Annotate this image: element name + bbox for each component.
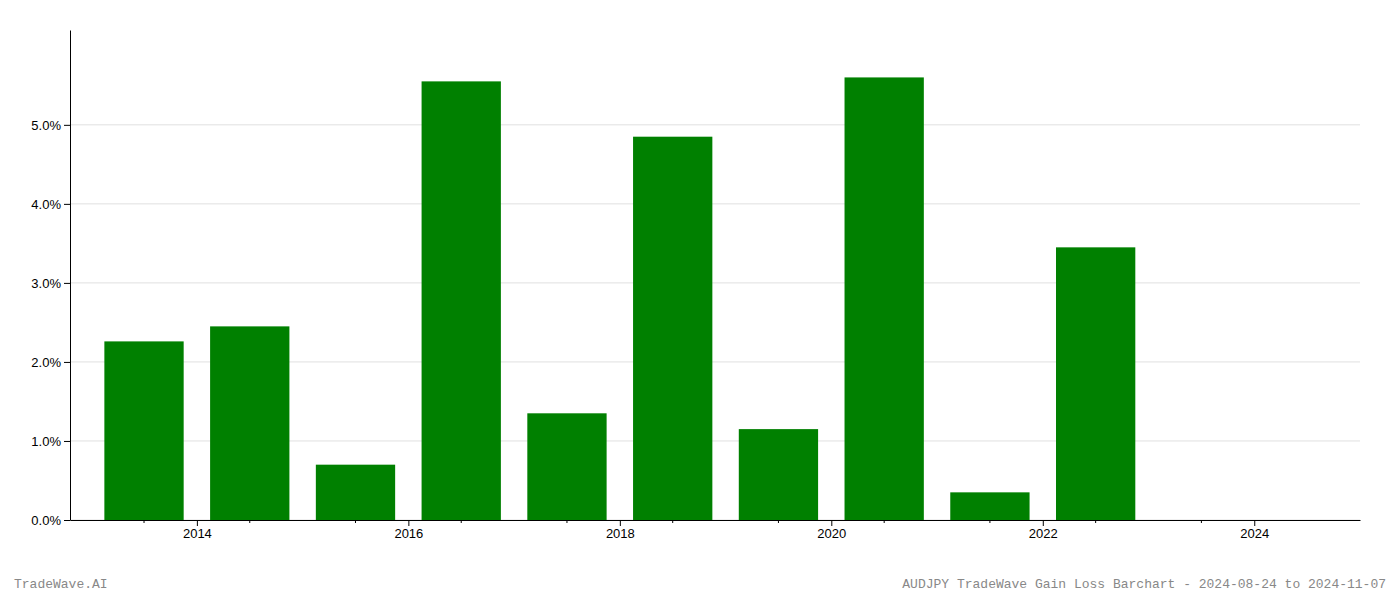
x-tick-mark [1043,520,1044,526]
x-tick: 2016 [394,520,423,541]
y-tick-label: 0.0% [31,513,61,528]
x-tick-label: 2018 [606,526,635,541]
x-tick-mark [1254,520,1255,526]
x-minor-tick [1095,520,1096,523]
bar [527,413,606,520]
x-tick-mark [831,520,832,526]
plot: 2014 2016 2018 2020 2022 2024 0.0% 1.0% 2.0% 3.0%… [31,31,1360,542]
bar [1162,520,1241,521]
chart: 2014 2016 2018 2020 2022 2024 0.0% 1.0% 2.0% 3.0%… [0,0,1400,600]
x-tick-label: 2020 [817,526,846,541]
x-minor-tick [461,520,462,523]
x-minor-ticks [144,520,1201,523]
grid-line [70,124,1360,125]
bar [845,77,924,520]
y-tick-mark [64,204,70,205]
bar [316,465,395,520]
y-axis: 0.0% 1.0% 2.0% 3.0% 4.0% 5.0% [31,31,70,528]
x-axis: 2014 2016 2018 2020 2022 2024 [71,520,1361,541]
x-tick-label: 2014 [183,526,212,541]
x-tick-label: 2016 [394,526,423,541]
x-tick-mark [197,520,198,526]
bar [422,81,501,520]
x-minor-tick [884,520,885,523]
grid [70,125,1360,520]
bar [633,137,712,520]
y-tick-label: 3.0% [31,276,61,291]
x-tick-label: 2024 [1240,526,1269,541]
x-minor-tick [249,520,250,523]
y-tick-mark [64,520,70,521]
bars [104,77,1135,520]
x-tick: 2020 [817,520,846,541]
x-tick-mark [408,520,409,526]
x-tick-label: 2022 [1029,526,1058,541]
y-tick-mark [64,125,70,126]
bar [1056,247,1135,520]
y-tick-label: 5.0% [31,117,61,132]
y-tick: 0.0% [31,513,70,528]
x-tick: 2022 [1029,520,1058,541]
y-tick-mark [64,283,70,284]
y-tick: 1.0% [31,434,70,449]
y-axis-line [70,31,71,521]
y-tick-label: 2.0% [31,355,61,370]
y-tick-label: 4.0% [31,197,61,212]
x-minor-tick [1201,520,1202,523]
footer-left: TradeWave.AI [14,577,108,592]
bar [104,341,183,520]
x-tick-mark [620,520,621,526]
y-tick: 4.0% [31,197,70,212]
x-minor-tick [355,520,356,523]
y-tick-mark [64,362,70,363]
grid-line [70,282,1360,283]
bar [950,492,1029,520]
y-tick: 2.0% [31,355,70,370]
x-tick: 2018 [606,520,635,541]
x-axis-line [71,520,1361,521]
y-tick-label: 1.0% [31,434,61,449]
x-tick: 2024 [1240,520,1269,541]
y-tick: 3.0% [31,276,70,291]
grid-line [70,203,1360,204]
y-tick: 5.0% [31,117,70,132]
y-tick-mark [64,441,70,442]
footer-right: AUDJPY TradeWave Gain Loss Barchart - 20… [902,577,1386,592]
x-minor-tick [672,520,673,523]
bar [210,326,289,520]
bar [739,429,818,520]
x-minor-tick [144,520,145,523]
x-minor-tick [778,520,779,523]
x-minor-tick [989,520,990,523]
x-tick: 2014 [183,520,212,541]
x-minor-tick [566,520,567,523]
